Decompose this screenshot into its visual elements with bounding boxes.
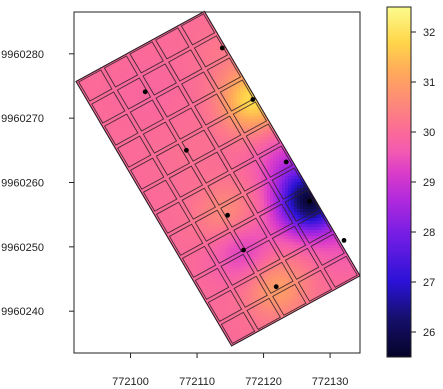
sample-point <box>225 212 231 218</box>
colorbar-tick-label: 26 <box>423 327 435 339</box>
plot-cell <box>168 49 203 82</box>
plot-cell <box>116 135 152 168</box>
plot-cell <box>116 77 152 110</box>
plot-cell <box>155 85 190 118</box>
plot-cell <box>129 41 164 74</box>
plot-cell <box>233 275 268 308</box>
plot-cell <box>142 63 177 96</box>
x-tick-label: 772110 <box>179 376 215 388</box>
plot-cell <box>220 195 255 228</box>
plot-cell <box>272 283 307 316</box>
plot-cell <box>246 297 281 331</box>
plot-cell <box>220 253 255 286</box>
plot-cell <box>258 203 294 236</box>
colorbar: 26 27 28 29 30 31 32 <box>386 6 435 358</box>
plot-cell <box>310 233 345 266</box>
sample-point <box>307 198 312 204</box>
plot-cell <box>142 179 178 212</box>
plot-cell <box>181 187 217 220</box>
colorbar-tick-label: 32 <box>423 27 435 39</box>
y-tick-label: 9960250 <box>1 242 44 254</box>
plot-cell <box>232 101 268 134</box>
plot-cell <box>271 225 307 258</box>
colorbar-tick-label: 30 <box>423 127 435 139</box>
x-tick-label: 772130 <box>312 376 349 388</box>
plot-cell-grid <box>78 13 358 345</box>
plot-cell <box>180 13 216 46</box>
sample-point <box>283 159 289 165</box>
sample-points <box>142 45 347 290</box>
plot-cell <box>207 231 243 264</box>
sample-point <box>250 97 256 102</box>
plot-cell <box>194 209 230 242</box>
x-axis: 772100 772110 772120 772130 <box>74 352 360 388</box>
plot-cell <box>168 223 204 256</box>
x-tick-label: 772100 <box>112 376 149 388</box>
plot-cell <box>246 239 281 272</box>
y-tick-label: 9960280 <box>1 49 44 61</box>
plot-cell <box>78 69 113 102</box>
sample-point <box>142 89 148 95</box>
plot-cell <box>232 159 268 192</box>
plot-cell <box>181 71 216 104</box>
plot-cell <box>206 57 242 90</box>
plot-cell <box>194 267 230 300</box>
plot-cell <box>155 201 191 234</box>
plot-cell <box>259 261 294 294</box>
plot-cell <box>206 115 242 148</box>
plot-cell <box>193 35 229 68</box>
plot-cell <box>155 27 190 60</box>
sample-point <box>341 238 347 243</box>
y-axis: 9960240 9960250 9960260 9960270 9960280 <box>1 12 75 353</box>
plot-cell <box>284 247 320 280</box>
sample-point <box>184 147 189 153</box>
y-tick-label: 9960260 <box>1 178 44 190</box>
colorbar-tick-label: 27 <box>423 277 435 289</box>
sample-point <box>219 45 225 51</box>
y-tick-label: 9960240 <box>1 306 44 318</box>
plot-cell <box>220 311 256 345</box>
colorbar-gradient <box>386 6 412 358</box>
plot-cell <box>194 151 229 184</box>
plot-cell <box>129 99 165 132</box>
plot-cell <box>297 269 333 302</box>
plot-cell <box>245 123 281 156</box>
plot-cell <box>271 167 307 200</box>
plot-cell <box>181 245 217 278</box>
plot-cell <box>103 113 139 146</box>
plot-cell <box>103 55 139 88</box>
plot-cell <box>155 143 191 176</box>
plot-cell <box>258 145 294 178</box>
region-outline <box>75 10 361 347</box>
plot-cell <box>219 137 255 170</box>
plot-cell <box>193 93 229 126</box>
plot-cell <box>207 173 242 206</box>
plot-cell <box>181 129 216 162</box>
y-tick-label: 9960270 <box>1 113 44 125</box>
sample-point <box>241 247 247 253</box>
plot-cell <box>233 217 268 250</box>
plot-cell <box>142 121 178 154</box>
plot-cell <box>168 165 204 198</box>
plot-cell <box>129 157 165 190</box>
x-tick-label: 772120 <box>245 376 282 388</box>
plot-cell <box>297 211 333 244</box>
colorbar-ticks: 26 27 28 29 30 31 32 <box>411 27 435 339</box>
plot-cell <box>323 255 358 288</box>
colorbar-tick-label: 31 <box>423 77 435 89</box>
plot-area <box>73 10 361 354</box>
sample-point <box>273 284 279 290</box>
colorbar-tick-label: 29 <box>423 177 435 189</box>
colorbar-tick-label: 28 <box>423 227 435 239</box>
plot-cell <box>245 181 281 214</box>
plot-cell <box>168 107 203 140</box>
plot-cell <box>284 189 320 222</box>
plot-cell <box>91 91 126 124</box>
plot-cell <box>207 289 243 323</box>
